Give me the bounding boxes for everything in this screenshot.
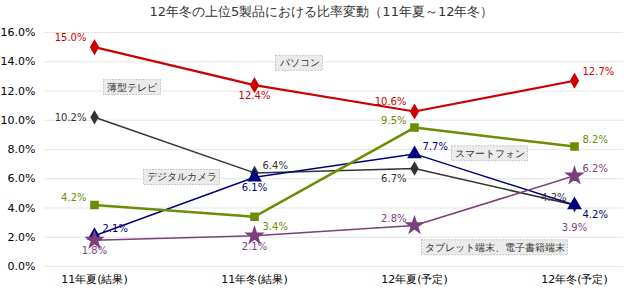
svg-text:12.7%: 12.7%: [583, 66, 615, 77]
svg-text:デジタルカメラ: デジタルカメラ: [147, 171, 217, 182]
svg-text:6.2%: 6.2%: [583, 163, 608, 174]
svg-text:6.0%: 6.0%: [8, 172, 36, 185]
svg-text:10.6%: 10.6%: [375, 96, 407, 107]
svg-text:2.1%: 2.1%: [242, 241, 267, 252]
svg-text:6.7%: 6.7%: [381, 173, 406, 184]
svg-text:3.9%: 3.9%: [562, 222, 587, 233]
svg-text:2.0%: 2.0%: [8, 231, 36, 244]
svg-text:8.2%: 8.2%: [583, 134, 608, 145]
svg-text:2.8%: 2.8%: [381, 213, 406, 224]
svg-text:4.2%: 4.2%: [61, 192, 86, 203]
svg-text:12.4%: 12.4%: [239, 90, 271, 101]
svg-text:4.2%: 4.2%: [541, 192, 566, 203]
svg-text:10.0%: 10.0%: [1, 114, 36, 127]
svg-text:10.2%: 10.2%: [55, 112, 87, 123]
svg-text:3.4%: 3.4%: [263, 221, 288, 232]
svg-text:1.8%: 1.8%: [82, 245, 107, 256]
svg-text:パソコン: パソコン: [279, 57, 320, 68]
svg-text:スマートフォン: スマートフォン: [455, 148, 525, 159]
html-text:12年冬の上位5製品における比率変動（11年夏～12年冬）: 12年冬の上位5製品における比率変動（11年夏～12年冬）: [149, 4, 494, 19]
svg-text:4.2%: 4.2%: [583, 209, 608, 220]
svg-text:11年夏(結果): 11年夏(結果): [61, 273, 128, 286]
svg-text:薄型テレビ: 薄型テレビ: [107, 82, 158, 93]
svg-text:16.0%: 16.0%: [1, 26, 36, 39]
svg-text:6.4%: 6.4%: [263, 160, 288, 171]
svg-text:12年夏(予定): 12年夏(予定): [381, 273, 448, 286]
svg-text:14.0%: 14.0%: [1, 55, 36, 68]
svg-text:9.5%: 9.5%: [381, 115, 406, 126]
svg-text:2.1%: 2.1%: [103, 223, 128, 234]
svg-text:11年冬(結果): 11年冬(結果): [221, 273, 288, 286]
svg-text:7.7%: 7.7%: [423, 141, 448, 152]
svg-text:4.0%: 4.0%: [8, 202, 36, 215]
svg-text:6.1%: 6.1%: [242, 182, 267, 193]
svg-text:タブレット端末、電子書籍端末: タブレット端末、電子書籍端末: [425, 242, 565, 253]
svg-text:0.0%: 0.0%: [8, 260, 36, 273]
svg-text:12.0%: 12.0%: [1, 85, 36, 98]
svg-text:15.0%: 15.0%: [55, 32, 87, 43]
svg-text:8.0%: 8.0%: [8, 143, 36, 156]
svg-text:12年冬(予定): 12年冬(予定): [541, 273, 608, 286]
